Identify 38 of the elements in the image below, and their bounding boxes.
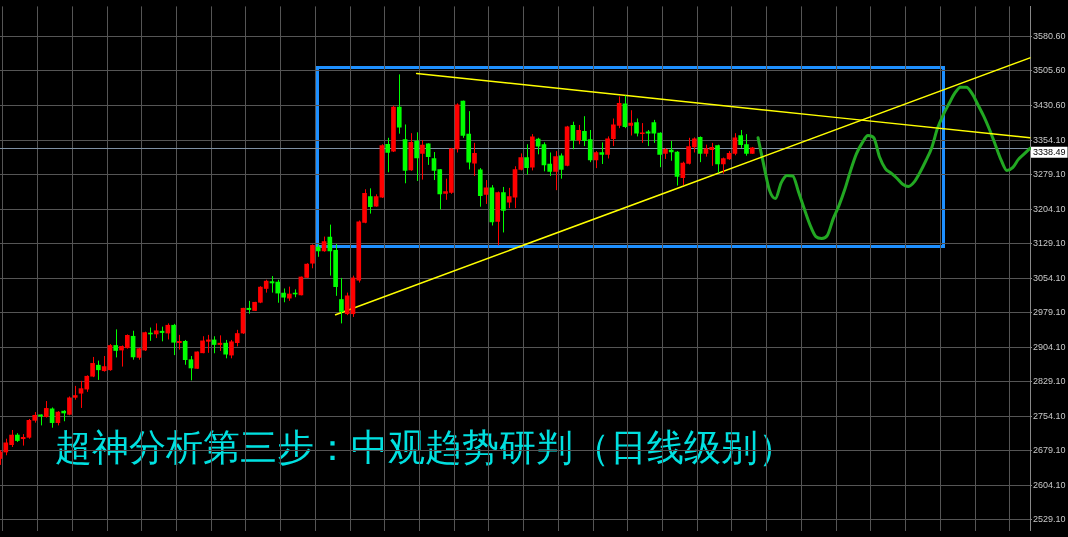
y-tick-label: 3505.60 <box>1033 65 1066 76</box>
candlestick <box>223 339 228 359</box>
candlestick <box>96 360 101 381</box>
candlestick <box>414 131 419 182</box>
candlestick <box>558 152 564 180</box>
candlestick <box>715 144 720 174</box>
y-tick-label: 3430.60 <box>1033 99 1066 110</box>
candlestick <box>171 323 176 356</box>
candlestick <box>385 137 391 173</box>
y-tick-label: 3129.10 <box>1033 238 1066 249</box>
y-tick-label: 3054.10 <box>1033 272 1066 283</box>
candlestick <box>639 122 645 144</box>
y-tick-label: 2754.10 <box>1033 410 1066 421</box>
y-tick-label: 2679.10 <box>1033 445 1066 456</box>
y-tick-label: 2904.10 <box>1033 341 1066 352</box>
y-tick-label: 3580.60 <box>1033 30 1066 41</box>
candlestick <box>396 73 402 135</box>
candlestick <box>524 143 529 176</box>
candlestick <box>420 139 425 181</box>
candlestick <box>553 150 558 191</box>
candlestick <box>576 124 581 145</box>
candlestick <box>472 142 477 177</box>
y-tick-label: 2529.10 <box>1033 514 1066 525</box>
candlestick <box>310 243 315 269</box>
y-tick-label: 2979.10 <box>1033 307 1066 318</box>
y-tick-label: 2829.10 <box>1033 376 1066 387</box>
candlestick <box>599 141 605 165</box>
y-tick-label: 2604.10 <box>1033 479 1066 490</box>
y-tick-label: 3354.10 <box>1033 134 1066 145</box>
y-tick-label: 3279.10 <box>1033 169 1066 180</box>
candlestick <box>368 187 373 215</box>
candlestick <box>113 328 119 358</box>
candlestick <box>501 186 506 233</box>
ref-line-label: 3338.49 <box>1033 146 1066 157</box>
y-tick-label: 3204.10 <box>1033 203 1066 214</box>
candlestick <box>339 277 344 324</box>
candlestick <box>628 109 634 136</box>
candlestick <box>425 142 431 166</box>
